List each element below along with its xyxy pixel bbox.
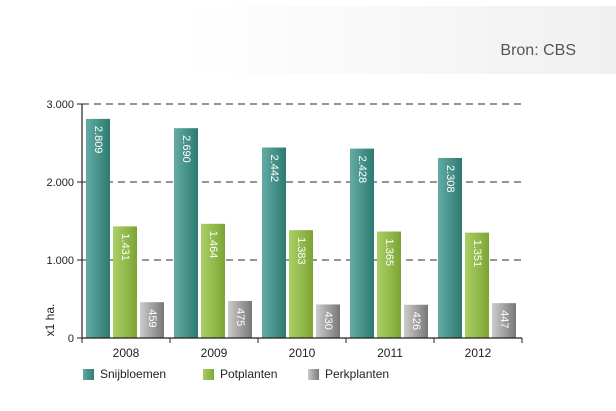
data-label-snijbloemen: 2.428 xyxy=(356,156,368,184)
x-tick-label: 2011 xyxy=(377,346,403,360)
data-label-snijbloemen: 2.809 xyxy=(92,126,104,154)
data-label-snijbloemen: 2.690 xyxy=(180,135,192,163)
data-label-perkplanten: 430 xyxy=(322,311,334,329)
x-tick-label: 2008 xyxy=(113,346,140,360)
legend-item-perkplanten: Perkplanten xyxy=(308,367,389,381)
data-label-potplanten: 1.464 xyxy=(207,231,219,259)
bar-snijbloemen xyxy=(438,157,462,338)
data-label-perkplanten: 447 xyxy=(498,310,510,328)
legend-label-potplanten: Potplanten xyxy=(220,367,278,381)
bar-potplanten xyxy=(289,230,313,338)
y-tick-label: 1.000 xyxy=(46,255,74,267)
data-label-perkplanten: 475 xyxy=(234,308,246,326)
bar-snijbloemen xyxy=(262,147,286,338)
y-tick-label: 2.000 xyxy=(46,177,74,189)
bar-perkplanten xyxy=(492,303,516,338)
legend-item-potplanten: Potplanten xyxy=(203,367,277,381)
bar-snijbloemen xyxy=(86,118,110,338)
data-label-perkplanten: 459 xyxy=(146,309,158,327)
data-label-potplanten: 1.383 xyxy=(295,237,307,265)
legend-item-snijbloemen: Snijbloemen xyxy=(83,367,166,381)
axes: 0 1.000 2.000 3.000 2008 2009 2010 2011 2012 xyxy=(46,99,523,360)
legend-label-snijbloemen: Snijbloemen xyxy=(100,367,167,381)
x-tick-label: 2009 xyxy=(201,346,228,360)
data-label-perkplanten: 426 xyxy=(410,312,422,330)
data-label-potplanten: 1.365 xyxy=(383,239,395,267)
source-banner: Bron: CBS xyxy=(0,6,616,74)
y-tick-label: 0 xyxy=(68,333,74,345)
bar-perkplanten xyxy=(140,302,164,338)
bar-potplanten xyxy=(465,232,489,338)
data-label-snijbloemen: 2.308 xyxy=(444,165,456,193)
legend-label-perkplanten: Perkplanten xyxy=(325,367,390,381)
x-tick-label: 2010 xyxy=(289,346,316,360)
data-label-snijbloemen: 2.442 xyxy=(268,155,280,183)
bar-potplanten xyxy=(201,223,225,338)
bar-snijbloemen xyxy=(350,148,374,338)
y-tick-label: 3.000 xyxy=(46,99,74,111)
data-label-potplanten: 1.431 xyxy=(119,233,131,261)
bar-potplanten xyxy=(113,226,137,338)
bar-perkplanten xyxy=(228,300,252,338)
x-tick-label: 2012 xyxy=(465,346,492,360)
source-label: Bron: CBS xyxy=(500,42,576,59)
legend-swatch-perkplanten xyxy=(308,368,319,380)
bar-snijbloemen xyxy=(174,128,198,338)
bar-potplanten xyxy=(377,231,401,338)
data-label-potplanten: 1.351 xyxy=(471,240,483,268)
bars: 2.809 1.431 459 2.690 1.464 475 2.442 1.383 430 2… xyxy=(86,118,516,338)
y-axis-label: x1 ha. xyxy=(43,304,57,337)
legend-swatch-snijbloemen xyxy=(83,368,94,380)
bar-perkplanten xyxy=(316,304,340,338)
bar-perkplanten xyxy=(404,304,428,338)
legend-swatch-potplanten xyxy=(203,368,214,380)
